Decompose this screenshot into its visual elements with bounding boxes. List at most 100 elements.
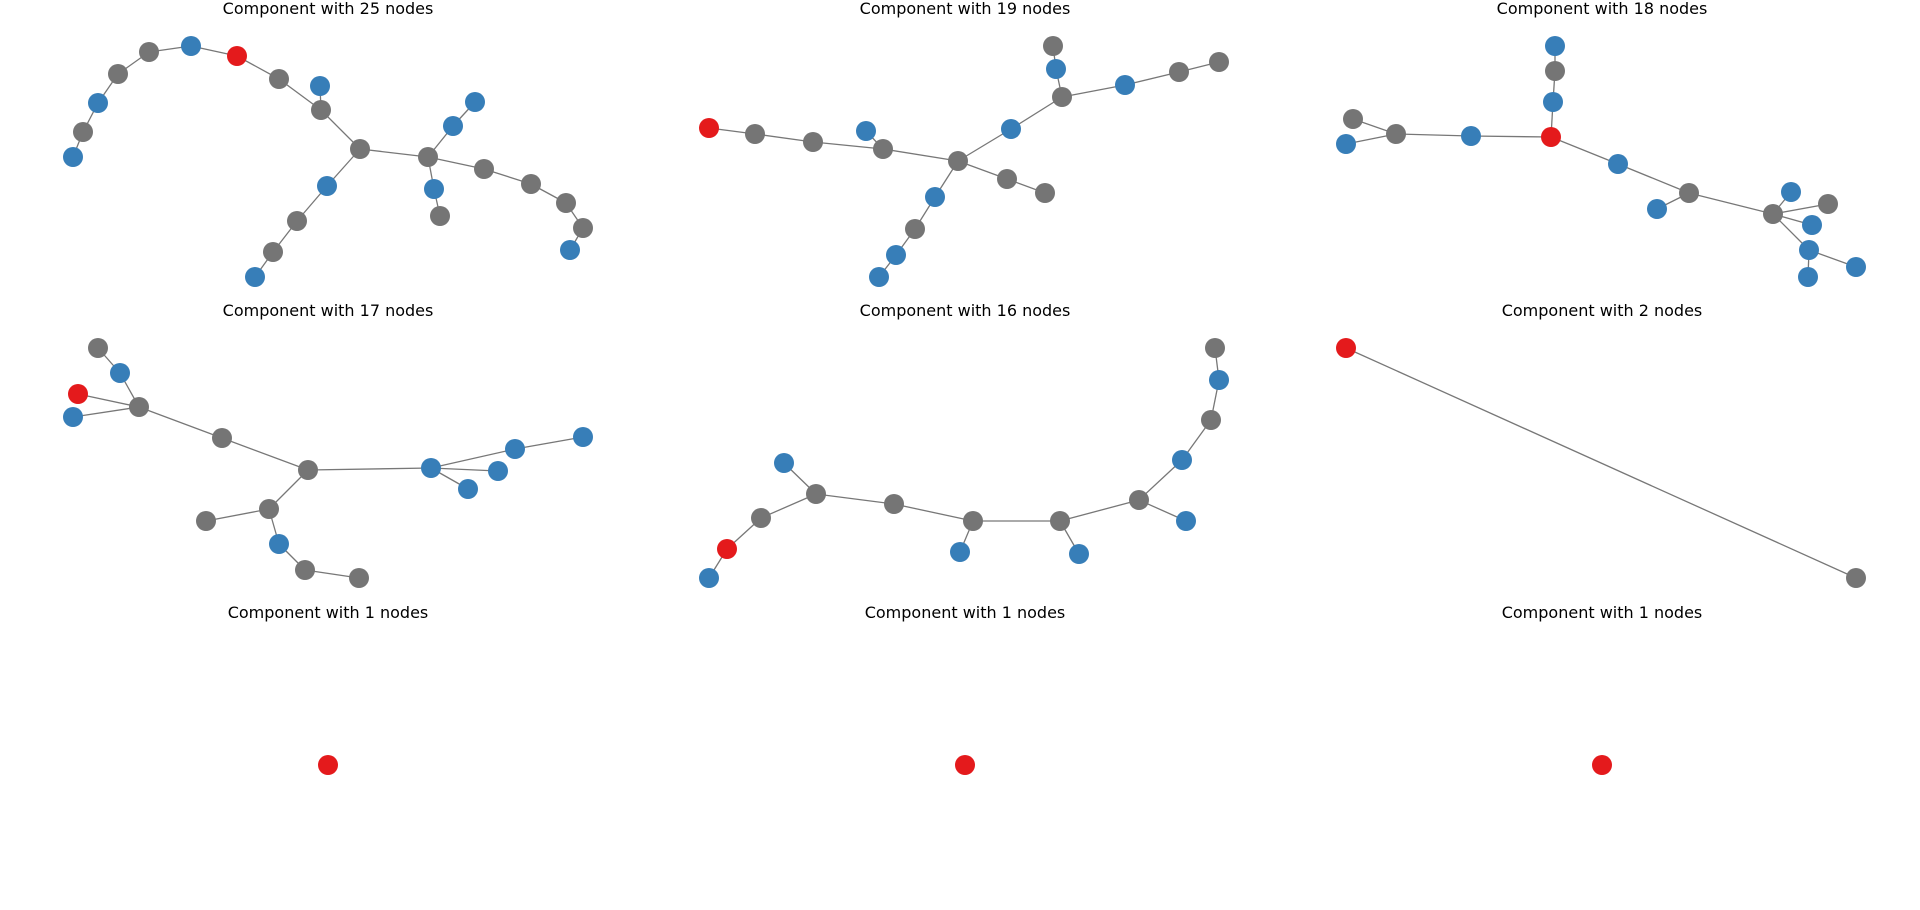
graph-node-red — [227, 46, 247, 66]
graph-component-19 — [699, 36, 1229, 287]
graph-node-blue — [458, 479, 478, 499]
panel-title: Component with 16 nodes — [860, 301, 1071, 320]
graph-node-red — [1541, 127, 1561, 147]
graph-node-blue — [869, 267, 889, 287]
graph-node-gray — [751, 508, 771, 528]
graph-node-gray — [350, 139, 370, 159]
panel-title: Component with 1 nodes — [228, 603, 429, 622]
graph-node-blue — [1461, 126, 1481, 146]
graph-node-gray — [298, 460, 318, 480]
graph-component-1-b — [955, 755, 975, 775]
graph-edge — [1688, 192, 1774, 215]
graph-node-gray — [803, 132, 823, 152]
graph-node-gray — [108, 64, 128, 84]
graph-node-gray — [349, 568, 369, 588]
graph-node-gray — [263, 242, 283, 262]
panel-title: Component with 2 nodes — [1502, 301, 1703, 320]
panel-title: Component with 18 nodes — [1497, 0, 1708, 18]
graph-node-red — [717, 539, 737, 559]
graph-node-blue — [505, 439, 525, 459]
graph-edge — [1061, 84, 1126, 98]
graph-edge — [1617, 163, 1690, 194]
graph-node-blue — [310, 76, 330, 96]
graph-node-gray — [1209, 52, 1229, 72]
graph-node-gray — [1846, 568, 1866, 588]
graph-node-gray — [1679, 183, 1699, 203]
graph-node-gray — [269, 69, 289, 89]
graph-node-gray — [1818, 194, 1838, 214]
graph-node-blue — [88, 93, 108, 113]
graph-node-blue — [1647, 199, 1667, 219]
graph-node-blue — [1545, 36, 1565, 56]
graph-node-red — [318, 755, 338, 775]
graph-node-blue — [1209, 370, 1229, 390]
graph-node-gray — [997, 169, 1017, 189]
graph-node-blue — [421, 458, 441, 478]
panel-title: Component with 17 nodes — [223, 301, 434, 320]
graph-node-red — [955, 755, 975, 775]
graph-node-blue — [269, 534, 289, 554]
graph-node-blue — [1798, 267, 1818, 287]
graph-edge — [760, 493, 817, 519]
graph-node-blue — [245, 267, 265, 287]
graph-node-red — [68, 384, 88, 404]
graph-node-blue — [1802, 215, 1822, 235]
graph-node-red — [1336, 338, 1356, 358]
graph-edge — [1395, 133, 1472, 137]
graph-node-blue — [560, 240, 580, 260]
panel-title: Component with 19 nodes — [860, 0, 1071, 18]
panel-title: Component with 1 nodes — [865, 603, 1066, 622]
graph-node-gray — [884, 494, 904, 514]
graph-node-blue — [925, 187, 945, 207]
graph-edge — [1550, 136, 1619, 165]
graph-node-gray — [1052, 87, 1072, 107]
graph-node-blue — [699, 568, 719, 588]
graph-node-blue — [1069, 544, 1089, 564]
panel-component-25: Component with 25 nodes — [63, 0, 593, 287]
graph-edge — [307, 467, 432, 471]
graph-node-gray — [573, 218, 593, 238]
graph-edge — [72, 406, 140, 418]
graph-edge — [1010, 96, 1063, 130]
graph-edge — [1345, 347, 1857, 579]
graph-edge — [1059, 499, 1140, 522]
graph-node-gray — [1763, 204, 1783, 224]
graph-node-blue — [1176, 511, 1196, 531]
graph-node-gray — [1035, 183, 1055, 203]
graph-node-gray — [259, 499, 279, 519]
graph-node-blue — [424, 179, 444, 199]
graph-node-gray — [873, 139, 893, 159]
graph-node-blue — [110, 363, 130, 383]
panel-component-19: Component with 19 nodes — [699, 0, 1229, 287]
graph-node-blue — [181, 36, 201, 56]
graph-component-2 — [1336, 338, 1866, 588]
graph-node-blue — [950, 542, 970, 562]
graph-node-gray — [521, 174, 541, 194]
graph-edge — [205, 508, 270, 522]
graph-node-blue — [1781, 182, 1801, 202]
graph-node-blue — [856, 121, 876, 141]
graph-edge — [77, 393, 140, 408]
graph-node-blue — [1336, 134, 1356, 154]
graph-node-gray — [905, 219, 925, 239]
graph-node-blue — [465, 92, 485, 112]
graph-node-blue — [774, 453, 794, 473]
panel-component-17: Component with 17 nodes — [63, 301, 593, 588]
graph-node-red — [1592, 755, 1612, 775]
graph-component-16 — [699, 338, 1229, 588]
graph-node-gray — [745, 124, 765, 144]
graph-edge — [815, 493, 895, 505]
graph-component-18 — [1336, 36, 1866, 287]
graph-node-blue — [1543, 92, 1563, 112]
graph-node-gray — [1050, 511, 1070, 531]
graph-edge — [882, 148, 959, 162]
graph-edge — [430, 467, 499, 472]
graph-node-gray — [311, 100, 331, 120]
graph-node-gray — [1169, 62, 1189, 82]
graph-component-25 — [63, 36, 593, 287]
graph-node-gray — [287, 211, 307, 231]
graph-node-gray — [474, 159, 494, 179]
graph-node-blue — [1608, 154, 1628, 174]
graph-node-blue — [1115, 75, 1135, 95]
